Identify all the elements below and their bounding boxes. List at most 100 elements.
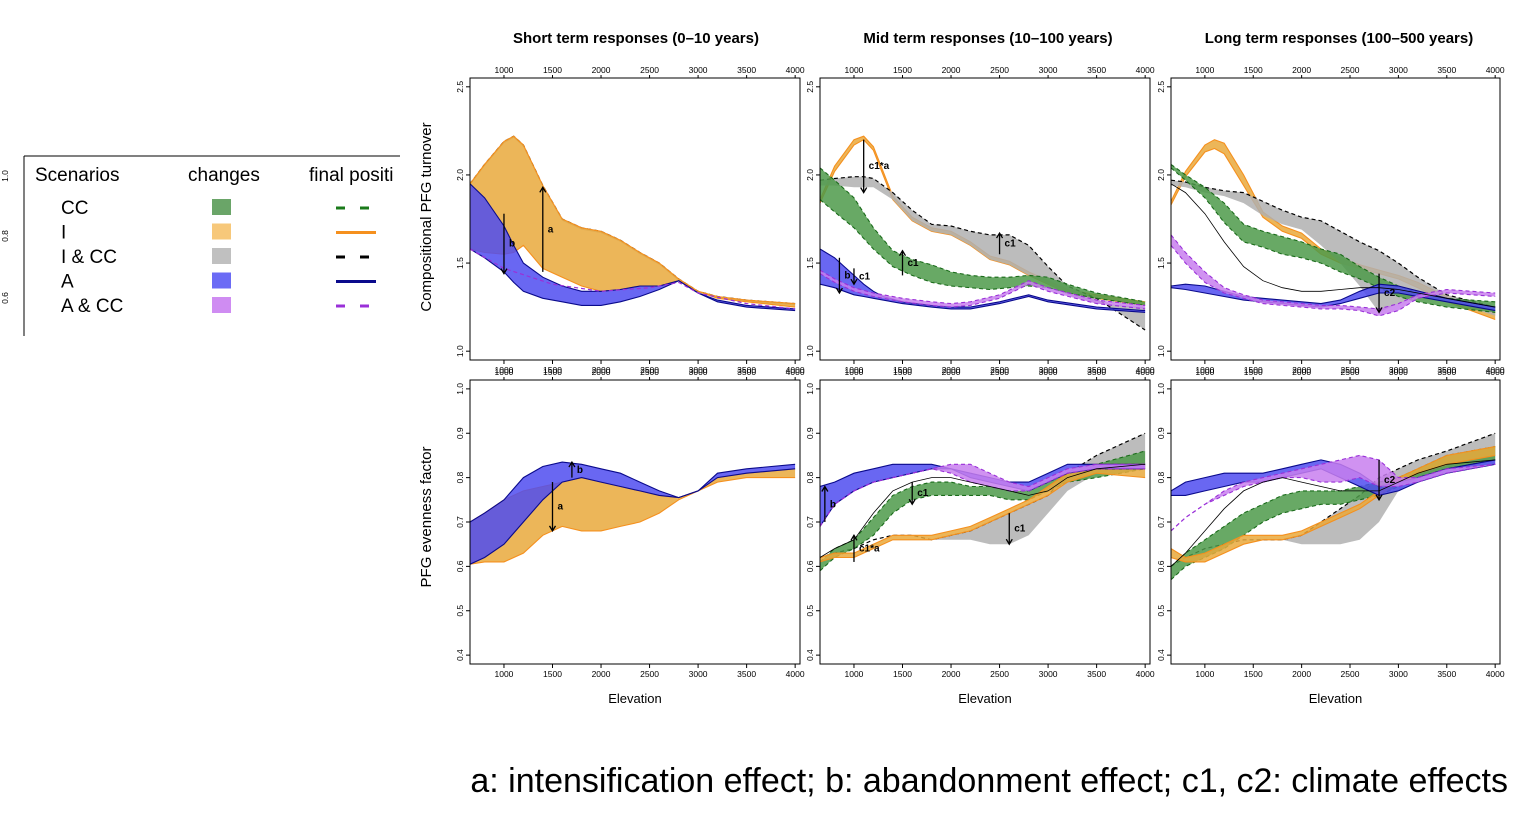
annotation-arrow-head [1375, 494, 1383, 502]
figure-caption: a: intensification effect; b: abandonmen… [470, 762, 1508, 800]
legend-side-tick-label: 0.6 [0, 292, 10, 304]
panel-plot-area [470, 461, 796, 565]
x-tick-label: 1000 [845, 365, 864, 375]
x-tick-label-top: 2000 [1292, 65, 1311, 75]
panel-frame [819, 77, 1151, 361]
panel-mid-evenness: b c1 c1*a c1 1000 1000 1500 1500 2000 2000 2500 250… [805, 367, 1155, 706]
band-lower-i [470, 477, 796, 565]
legend-label-cc: CC [61, 198, 88, 219]
thin-line-a [1171, 183, 1496, 308]
column-title-short: Short term responses (0–10 years) [513, 30, 759, 47]
x-tick-label: 3000 [1389, 365, 1408, 375]
annotation-label: b [844, 270, 850, 281]
y-tick-label: 2.0 [1156, 169, 1166, 181]
panel-frame [1170, 77, 1501, 361]
y-tick-label: 1.0 [1156, 383, 1166, 395]
x-tick-label: 2500 [640, 669, 659, 679]
legend-swatch-a [212, 272, 231, 289]
band-cc [820, 167, 1146, 306]
x-tick-label-top: 3500 [737, 367, 756, 377]
band-a-and-cc [1171, 455, 1496, 531]
y-tick-label: 0.7 [455, 516, 465, 528]
band-upper-cc [820, 450, 1146, 563]
y-tick-label: 0.5 [455, 605, 465, 617]
x-tick-label-top: 3000 [689, 65, 708, 75]
legend-swatch-a-and-cc [212, 297, 231, 313]
panel-short-evenness: a b 1000 1000 1500 1500 2000 2000 2500 2500 3000 30… [455, 367, 805, 706]
annotation-label: c1 [917, 488, 929, 499]
line-a-and-cc [470, 248, 796, 310]
y-tick-label: 0.8 [805, 471, 815, 483]
x-tick-label: 3000 [1039, 669, 1058, 679]
panel-plot-area [470, 135, 796, 312]
x-tick-label-top: 1000 [845, 65, 864, 75]
annotation-label: b [509, 239, 515, 250]
y-tick-label: 1.0 [455, 345, 465, 357]
chart-panels: b a 1000 1000 1500 1500 2000 2000 2500 2500 3000 30… [455, 65, 1505, 706]
x-tick-label-top: 4000 [1486, 65, 1505, 75]
legend-label-i: I [61, 223, 66, 244]
x-tick-label: 1500 [1244, 669, 1263, 679]
band-i [470, 136, 796, 308]
band-i-and-cc [820, 433, 1146, 558]
band-a [470, 462, 796, 565]
legend-label-a-and-cc: A & CC [61, 296, 123, 317]
legend-swatch-cc [212, 199, 231, 215]
band-i [1171, 446, 1496, 562]
x-tick-label-top: 3000 [1389, 367, 1408, 377]
panel-frame [469, 77, 801, 361]
y-tick-label: 1.5 [455, 257, 465, 269]
x-axis-label: Elevation [1309, 691, 1362, 706]
x-tick-label: 2000 [1292, 669, 1311, 679]
x-tick-label: 4000 [1486, 365, 1505, 375]
annotation-arrow-head [860, 187, 868, 194]
y-tick-label: 2.5 [805, 81, 815, 93]
x-tick-label-top: 2500 [640, 65, 659, 75]
x-tick-label-top: 2000 [592, 367, 611, 377]
band-lower-a [470, 248, 796, 312]
annotation-label: c2 [1384, 475, 1396, 486]
x-tick-label: 4000 [786, 365, 805, 375]
band-upper-i [1171, 446, 1496, 559]
band-upper-i-and-cc [820, 176, 1146, 331]
annotation-arrow-head [850, 278, 858, 286]
x-tick-label: 3500 [737, 365, 756, 375]
annotation-label: b [577, 465, 583, 476]
y-tick-label: 1.0 [1156, 345, 1166, 357]
y-tick-label: 0.4 [1156, 649, 1166, 661]
x-tick-label: 2000 [1292, 365, 1311, 375]
x-tick-label: 2500 [1341, 669, 1360, 679]
annotation-arrow-head [821, 485, 829, 492]
x-tick-label-top: 4000 [1486, 367, 1505, 377]
y-tick-label: 0.9 [455, 427, 465, 439]
y-tick-label: 0.9 [1156, 427, 1166, 439]
y-tick-label: 2.5 [455, 81, 465, 93]
x-tick-label: 3000 [689, 669, 708, 679]
x-tick-label-top: 4000 [786, 65, 805, 75]
x-tick-label: 3000 [1039, 365, 1058, 375]
x-tick-label: 1500 [543, 365, 562, 375]
x-tick-label: 1500 [893, 669, 912, 679]
x-tick-label: 1000 [495, 669, 514, 679]
annotation-arrow-head [1375, 307, 1383, 314]
x-tick-label-top: 1000 [495, 65, 514, 75]
x-tick-label: 1000 [1195, 365, 1214, 375]
y-tick-label: 0.4 [455, 649, 465, 661]
x-tick-label-top: 2000 [592, 65, 611, 75]
x-tick-label-top: 1000 [1195, 367, 1214, 377]
y-tick-label: 0.8 [455, 471, 465, 483]
row-label-evenness: PFG evenness factor [418, 447, 435, 588]
annotation-arrow-head [568, 460, 576, 468]
annotation-label: a [548, 225, 554, 236]
x-tick-label: 1000 [1195, 669, 1214, 679]
x-tick-label-top: 2500 [990, 367, 1009, 377]
annotation-label: c1*a [859, 544, 880, 555]
band-upper-a [470, 461, 796, 523]
legend-header-scenarios: Scenarios [35, 165, 120, 186]
x-tick-label-top: 3500 [1437, 65, 1456, 75]
band-i-and-cc [1171, 433, 1496, 567]
x-tick-label-top: 4000 [1136, 65, 1155, 75]
annotation-arrow-head [835, 287, 843, 295]
band-lower-a [470, 468, 796, 565]
